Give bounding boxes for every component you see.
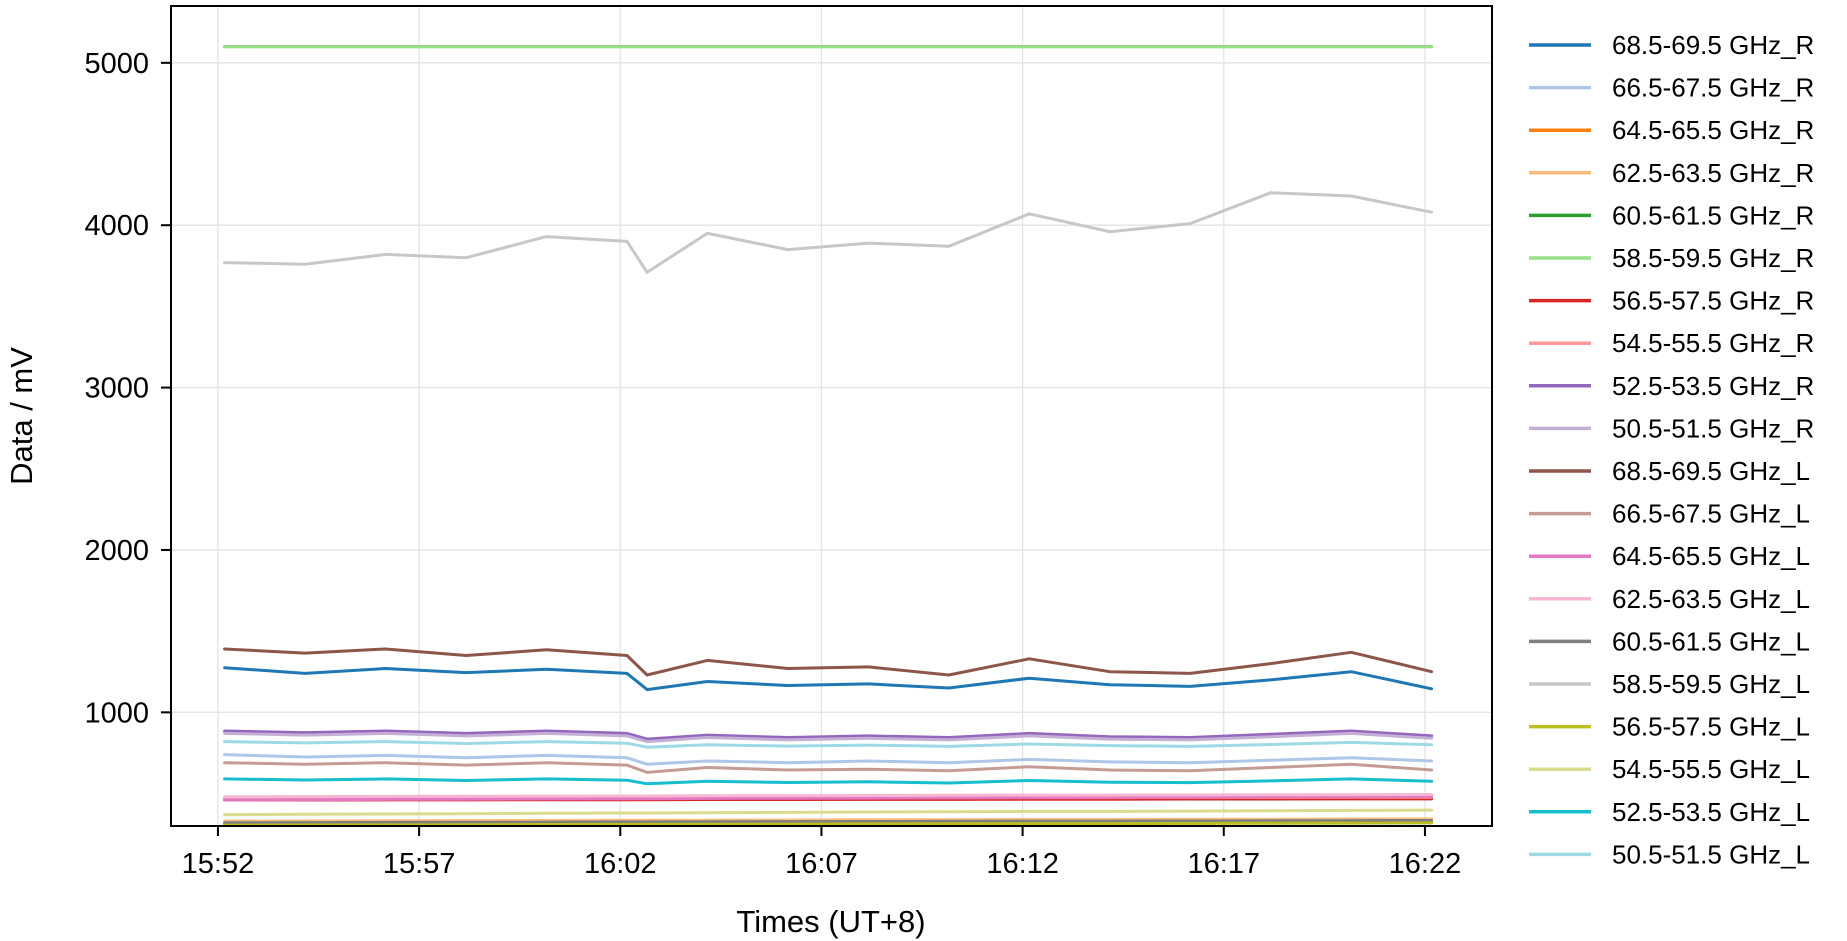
- x-tick-label: 15:52: [182, 848, 255, 880]
- series-line: [223, 817, 1434, 823]
- grid-lines: [171, 6, 1492, 826]
- series-line: [223, 793, 1434, 799]
- y-tick-label: 1000: [84, 697, 149, 729]
- legend-label: 62.5-63.5 GHz_L: [1612, 584, 1810, 614]
- series-line: [223, 819, 1434, 825]
- x-tick-label: 16:22: [1389, 848, 1462, 880]
- legend-label: 66.5-67.5 GHz_R: [1612, 73, 1814, 103]
- legend-label: 64.5-65.5 GHz_L: [1612, 541, 1810, 571]
- series-lines: [223, 45, 1434, 827]
- y-tick-label: 4000: [84, 210, 149, 242]
- legend-label: 54.5-55.5 GHz_L: [1612, 754, 1810, 784]
- legend-label: 58.5-59.5 GHz_L: [1612, 669, 1810, 699]
- x-axis-label: Times (UT+8): [736, 904, 925, 939]
- series-line: [223, 191, 1434, 274]
- series-line: [223, 729, 1434, 741]
- series-line: [223, 808, 1434, 817]
- x-tick-label: 16:17: [1187, 848, 1260, 880]
- legend-label: 50.5-51.5 GHz_L: [1612, 839, 1810, 869]
- legend-label: 66.5-67.5 GHz_L: [1612, 499, 1810, 529]
- x-tick-label: 16:02: [584, 848, 657, 880]
- x-axis: 15:52 15:57 16:02 16:07 16:12 16:17 16:22: [182, 826, 1462, 880]
- series-line: [223, 777, 1434, 786]
- series-line: [223, 666, 1434, 692]
- legend: 68.5-69.5 GHz_R 66.5-67.5 GHz_R 64.5-65.5 …: [1529, 30, 1814, 869]
- series-line: [223, 821, 1434, 827]
- x-tick-label: 15:57: [383, 848, 456, 880]
- legend-label: 60.5-61.5 GHz_R: [1612, 200, 1814, 230]
- series-line: [223, 731, 1434, 744]
- legend-label: 62.5-63.5 GHz_R: [1612, 158, 1814, 188]
- y-axis-label: Data / mV: [4, 347, 39, 485]
- y-tick-label: 3000: [84, 373, 149, 405]
- legend-label: 50.5-51.5 GHz_R: [1612, 413, 1814, 443]
- y-tick-label: 5000: [84, 48, 149, 80]
- y-tick-label: 2000: [84, 535, 149, 567]
- legend-label: 64.5-65.5 GHz_R: [1612, 115, 1814, 145]
- series-line: [223, 647, 1434, 677]
- legend-label: 56.5-57.5 GHz_R: [1612, 286, 1814, 316]
- series-line: [223, 740, 1434, 749]
- series-line: [223, 794, 1434, 802]
- x-tick-label: 16:12: [986, 848, 1059, 880]
- legend-label: 58.5-59.5 GHz_R: [1612, 243, 1814, 273]
- legend-label: 54.5-55.5 GHz_R: [1612, 328, 1814, 358]
- x-tick-label: 16:07: [785, 848, 858, 880]
- legend-label: 52.5-53.5 GHz_L: [1612, 797, 1810, 827]
- legend-label: 52.5-53.5 GHz_R: [1612, 371, 1814, 401]
- y-axis: 1000 2000 3000 4000 5000: [84, 48, 171, 729]
- series-line: [223, 761, 1434, 774]
- legend-label: 56.5-57.5 GHz_L: [1612, 712, 1810, 742]
- legend-label: 68.5-69.5 GHz_L: [1612, 456, 1810, 486]
- series-line: [223, 753, 1434, 766]
- plot-frame: [170, 5, 1493, 827]
- legend-label: 68.5-69.5 GHz_R: [1612, 30, 1814, 60]
- legend-label: 60.5-61.5 GHz_L: [1612, 626, 1810, 656]
